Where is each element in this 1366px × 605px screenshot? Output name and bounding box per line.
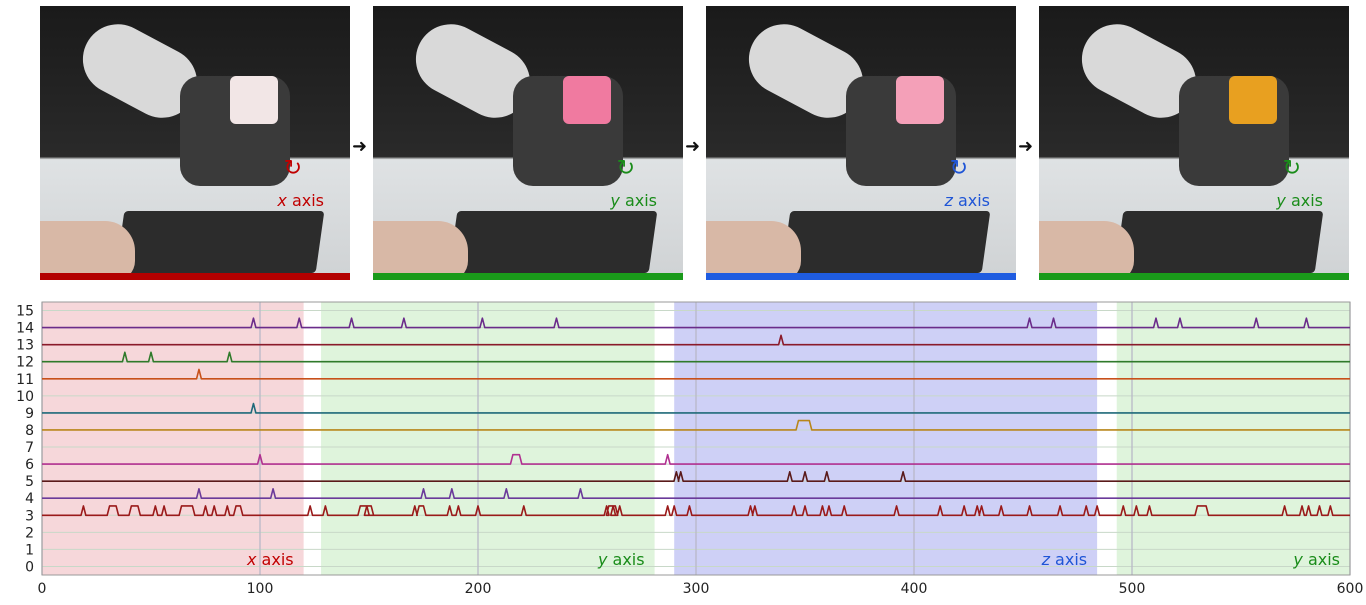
operator-hand <box>706 221 801 280</box>
robot-hand-photo-4: ↻ y axis <box>1039 6 1349 280</box>
region-label: z axis <box>1041 550 1088 569</box>
region-label-word: axis <box>256 550 293 569</box>
cube <box>230 76 278 124</box>
region-label-variable: x <box>246 550 257 569</box>
robot-hand-photo-3: ↻ z axis <box>706 6 1016 280</box>
series-line-5 <box>42 470 1350 482</box>
axis-variable: y <box>1276 191 1286 210</box>
axis-variable: y <box>610 191 620 210</box>
x-tick-label: 500 <box>1119 581 1146 597</box>
region-label: y axis <box>597 550 645 569</box>
photo-axis-label: y axis <box>610 191 657 210</box>
y-tick-label: 14 <box>16 321 34 337</box>
operator-hand <box>1039 221 1134 280</box>
x-tick-label: 600 <box>1337 581 1364 597</box>
series-line-9 <box>42 402 1350 414</box>
phase-color-bar <box>373 273 683 280</box>
y-tick-label: 11 <box>16 372 34 388</box>
rotation-arrow-icon: ↻ <box>1282 156 1301 181</box>
phase-color-bar <box>40 273 350 280</box>
y-tick-label: 7 <box>25 440 34 456</box>
series-line-8 <box>42 419 1350 431</box>
phase-color-bar <box>706 273 1016 280</box>
x-tick-label: 0 <box>38 581 47 597</box>
series-line-13 <box>42 334 1350 346</box>
axis-word: axis <box>952 191 990 210</box>
robot-hand-photo-2: ↻ y axis <box>373 6 683 280</box>
operator-hand <box>373 221 468 280</box>
y-tick-label: 8 <box>25 423 34 439</box>
phase-region <box>321 302 655 575</box>
keyboard <box>448 211 658 273</box>
series-line-3 <box>42 505 1350 517</box>
next-arrow-icon: ➜ <box>1018 136 1034 157</box>
series-line-14 <box>42 317 1350 329</box>
x-tick-label: 300 <box>683 581 710 597</box>
series-line-6 <box>42 453 1350 465</box>
axis-word: axis <box>619 191 657 210</box>
y-tick-label: 5 <box>25 474 34 490</box>
keyboard <box>115 211 325 273</box>
axis-variable: z <box>944 191 953 210</box>
y-tick-label: 1 <box>25 542 34 558</box>
y-tick-label: 3 <box>25 508 34 524</box>
y-tick-label: 4 <box>25 491 34 507</box>
robot-hand-photo-1: ↻ x axis <box>40 6 350 280</box>
axis-word: axis <box>286 191 324 210</box>
operator-hand <box>40 221 135 280</box>
y-tick-label: 2 <box>25 525 34 541</box>
y-tick-label: 12 <box>16 355 34 371</box>
region-label-word: axis <box>1303 550 1340 569</box>
x-tick-label: 400 <box>901 581 928 597</box>
region-label-variable: z <box>1041 550 1051 569</box>
series-line-4 <box>42 488 1350 500</box>
rotation-arrow-icon: ↻ <box>616 156 635 181</box>
region-label: y axis <box>1292 550 1340 569</box>
cube <box>1229 76 1277 124</box>
rotation-arrow-icon: ↻ <box>283 156 302 181</box>
series-line-12 <box>42 351 1350 363</box>
region-label-variable: y <box>1292 550 1303 569</box>
photo-axis-label: z axis <box>944 191 990 210</box>
photo-axis-label: x axis <box>277 191 324 210</box>
series-line-11 <box>42 368 1350 380</box>
x-tick-label: 100 <box>247 581 274 597</box>
y-tick-label: 13 <box>16 338 34 354</box>
keyboard <box>1114 211 1324 273</box>
keyboard <box>781 211 991 273</box>
axis-word: axis <box>1285 191 1323 210</box>
phase-color-bar <box>1039 273 1349 280</box>
phase-region <box>674 302 1098 575</box>
region-label-variable: y <box>597 550 608 569</box>
region-label-word: axis <box>1050 550 1087 569</box>
next-arrow-icon: ➜ <box>685 136 701 157</box>
y-tick-label: 10 <box>16 389 34 405</box>
region-label: x axis <box>246 550 294 569</box>
region-label-word: axis <box>607 550 644 569</box>
y-tick-label: 9 <box>25 406 34 422</box>
cube <box>563 76 611 124</box>
y-tick-label: 0 <box>25 559 34 575</box>
y-tick-label: 6 <box>25 457 34 473</box>
cube <box>896 76 944 124</box>
rotation-arrow-icon: ↻ <box>949 156 968 181</box>
x-tick-label: 200 <box>465 581 492 597</box>
phase-region <box>42 302 304 575</box>
y-tick-label: 15 <box>16 304 34 320</box>
axis-variable: x <box>277 191 287 210</box>
photo-axis-label: y axis <box>1276 191 1323 210</box>
plot-frame <box>41 301 1351 576</box>
phase-region <box>1116 302 1350 575</box>
next-arrow-icon: ➜ <box>352 136 368 157</box>
